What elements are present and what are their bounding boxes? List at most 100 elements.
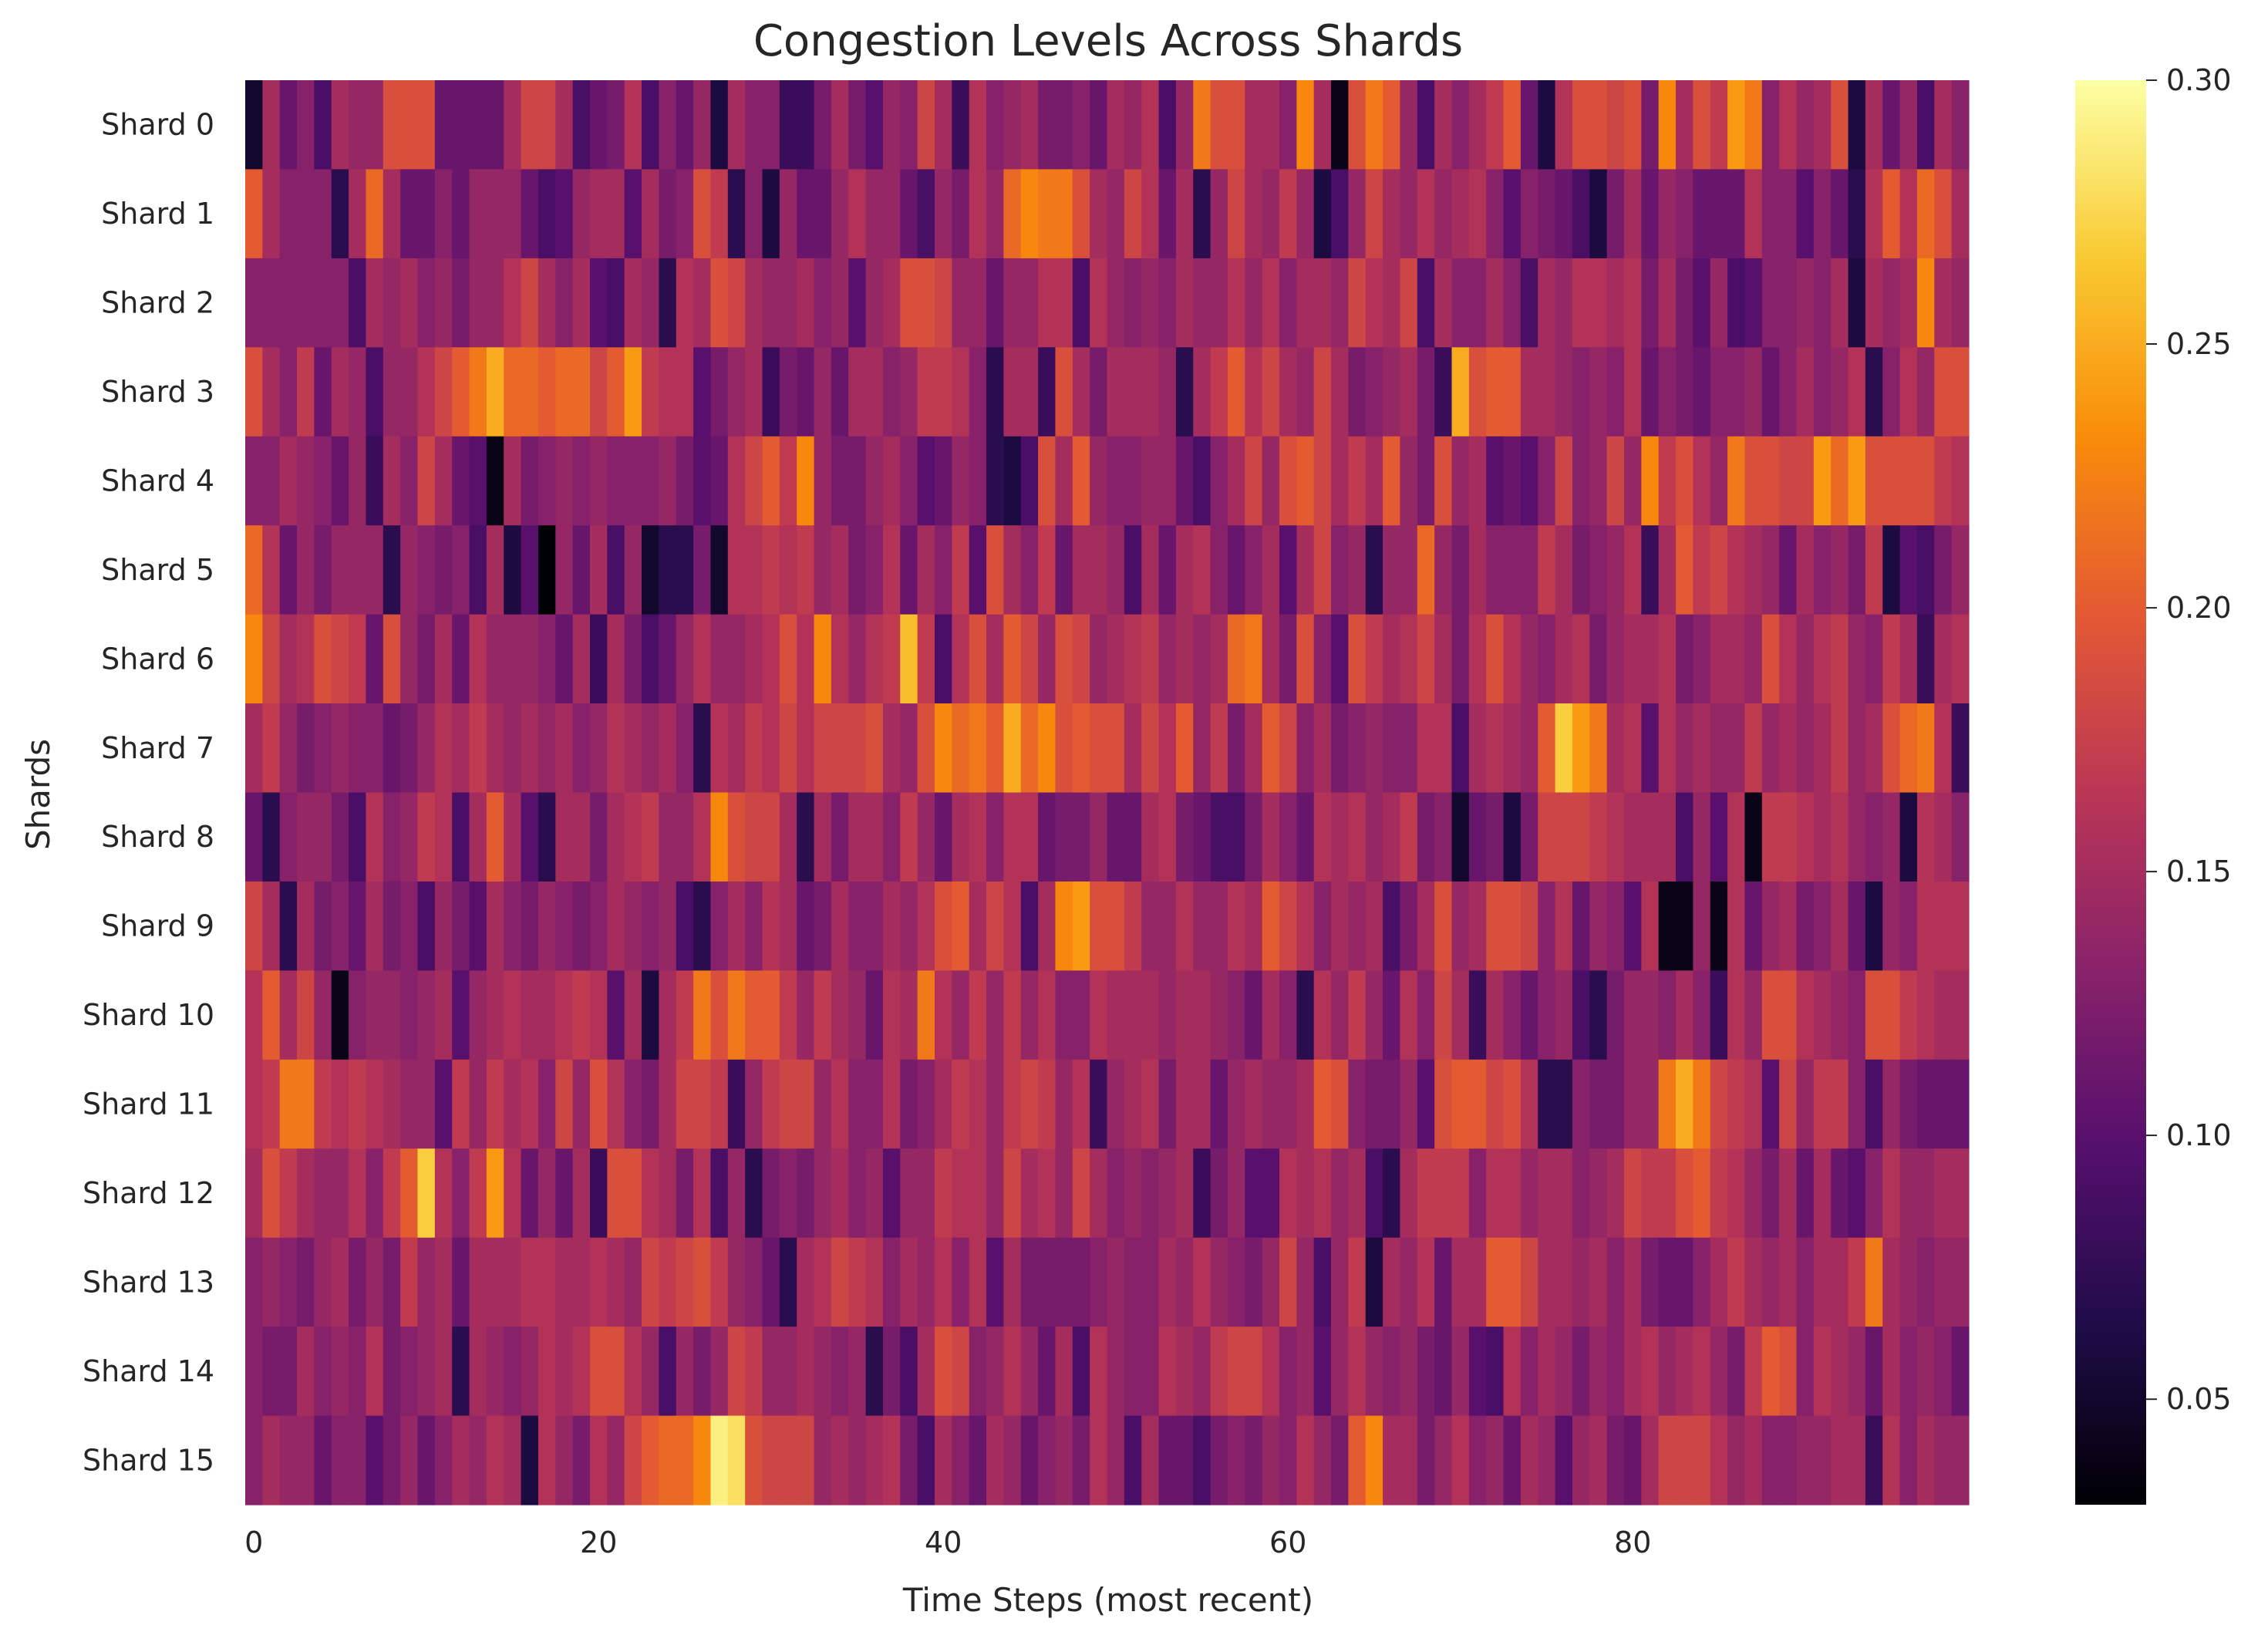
heatmap-cell bbox=[1158, 1415, 1177, 1505]
heatmap-cell bbox=[1710, 703, 1728, 794]
heatmap-cell bbox=[814, 1237, 832, 1327]
heatmap-cell bbox=[1417, 1148, 1435, 1239]
heatmap-cell bbox=[1796, 80, 1815, 170]
heatmap-cell bbox=[486, 1059, 504, 1149]
heatmap-cell bbox=[590, 169, 608, 259]
heatmap-cell bbox=[366, 703, 384, 794]
heatmap-cell bbox=[935, 169, 952, 259]
heatmap-cell bbox=[297, 881, 315, 971]
heatmap-cell bbox=[417, 970, 436, 1060]
heatmap-cell bbox=[1348, 347, 1367, 437]
heatmap-cell bbox=[814, 1148, 832, 1239]
heatmap-cell bbox=[727, 347, 746, 437]
heatmap-cell bbox=[935, 347, 952, 437]
heatmap-cell bbox=[279, 1415, 298, 1505]
heatmap-cell bbox=[1899, 1237, 1918, 1327]
heatmap-cell bbox=[262, 792, 281, 882]
heatmap-cell bbox=[1538, 703, 1556, 794]
heatmap-cell bbox=[935, 436, 952, 526]
heatmap-cell bbox=[1761, 1059, 1780, 1149]
heatmap-cell bbox=[1624, 1148, 1642, 1239]
heatmap-cell bbox=[1486, 169, 1505, 259]
heatmap-cell bbox=[1831, 792, 1849, 882]
heatmap-cell bbox=[245, 792, 263, 882]
heatmap-cell bbox=[1848, 1059, 1866, 1149]
heatmap-cell bbox=[521, 614, 539, 704]
heatmap-cell bbox=[1279, 614, 1297, 704]
heatmap-cell bbox=[882, 525, 901, 615]
heatmap-cell bbox=[676, 436, 694, 526]
heatmap-cell bbox=[1451, 1148, 1470, 1239]
heatmap-cell bbox=[434, 1327, 453, 1417]
heatmap-cell bbox=[1710, 970, 1728, 1060]
heatmap-cell bbox=[1916, 703, 1935, 794]
heatmap-cell bbox=[1779, 1415, 1798, 1505]
heatmap-cell bbox=[1038, 703, 1056, 794]
heatmap-cell bbox=[1882, 258, 1901, 348]
heatmap-cell bbox=[1348, 258, 1367, 348]
heatmap-cell bbox=[1055, 792, 1073, 882]
heatmap-cell bbox=[297, 169, 315, 259]
heatmap-cell bbox=[1434, 80, 1453, 170]
heatmap-cell bbox=[779, 436, 797, 526]
heatmap-cell bbox=[624, 703, 642, 794]
heatmap-cell bbox=[1313, 1327, 1332, 1417]
heatmap-cell bbox=[297, 1327, 315, 1417]
heatmap-cell bbox=[1744, 1148, 1763, 1239]
heatmap-cell bbox=[1916, 1237, 1935, 1327]
heatmap-cell bbox=[693, 1237, 712, 1327]
heatmap-cell bbox=[659, 970, 677, 1060]
heatmap-cell bbox=[1727, 614, 1746, 704]
heatmap-cell bbox=[1624, 614, 1642, 704]
heatmap-cell bbox=[1813, 1237, 1832, 1327]
heatmap-cell bbox=[727, 614, 746, 704]
heatmap-cell bbox=[245, 1059, 263, 1149]
heatmap-cell bbox=[1055, 1148, 1073, 1239]
heatmap-cell bbox=[1486, 1059, 1505, 1149]
heatmap-cell bbox=[1383, 614, 1401, 704]
heatmap-cell bbox=[745, 525, 763, 615]
heatmap-cell bbox=[1676, 614, 1693, 704]
heatmap-cell bbox=[935, 258, 952, 348]
heatmap-cell bbox=[814, 525, 832, 615]
heatmap-cell bbox=[1400, 1237, 1418, 1327]
heatmap-cell bbox=[1899, 881, 1918, 971]
heatmap-cell bbox=[417, 614, 436, 704]
heatmap-cell bbox=[1158, 881, 1177, 971]
heatmap-cell bbox=[1262, 792, 1280, 882]
heatmap-cell bbox=[831, 792, 849, 882]
heatmap-cell bbox=[865, 1059, 884, 1149]
heatmap-cell bbox=[1279, 169, 1297, 259]
heatmap-cell bbox=[1865, 347, 1883, 437]
heatmap-cell bbox=[935, 1415, 952, 1505]
heatmap-cell bbox=[1468, 1148, 1487, 1239]
heatmap-cell bbox=[1451, 347, 1470, 437]
heatmap-cell bbox=[1348, 792, 1367, 882]
heatmap-cell bbox=[262, 1327, 281, 1417]
heatmap-cell bbox=[935, 1327, 952, 1417]
heatmap-cell bbox=[1124, 1237, 1142, 1327]
heatmap-cell bbox=[1572, 436, 1590, 526]
heatmap-cell bbox=[900, 1237, 918, 1327]
heatmap-cell bbox=[1572, 1148, 1590, 1239]
heatmap-cell bbox=[1934, 1327, 1953, 1417]
heatmap-cell bbox=[1331, 169, 1349, 259]
heatmap-cell bbox=[1520, 258, 1538, 348]
heatmap-cell bbox=[1538, 347, 1556, 437]
heatmap-cell bbox=[1365, 881, 1383, 971]
heatmap-cell bbox=[297, 1237, 315, 1327]
heatmap-cell bbox=[382, 347, 401, 437]
heatmap-cell bbox=[1693, 1327, 1711, 1417]
heatmap-cell bbox=[1641, 80, 1660, 170]
heatmap-cell bbox=[279, 169, 298, 259]
heatmap-cell bbox=[1124, 881, 1142, 971]
heatmap-cell bbox=[642, 1237, 659, 1327]
heatmap-cell bbox=[1555, 614, 1573, 704]
heatmap-cell bbox=[504, 703, 522, 794]
heatmap-cell bbox=[935, 614, 952, 704]
heatmap-cell bbox=[1606, 169, 1625, 259]
heatmap-cell bbox=[607, 970, 625, 1060]
heatmap-cell bbox=[314, 1148, 332, 1239]
heatmap-cell bbox=[1141, 436, 1160, 526]
heatmap-cell bbox=[1434, 1327, 1453, 1417]
